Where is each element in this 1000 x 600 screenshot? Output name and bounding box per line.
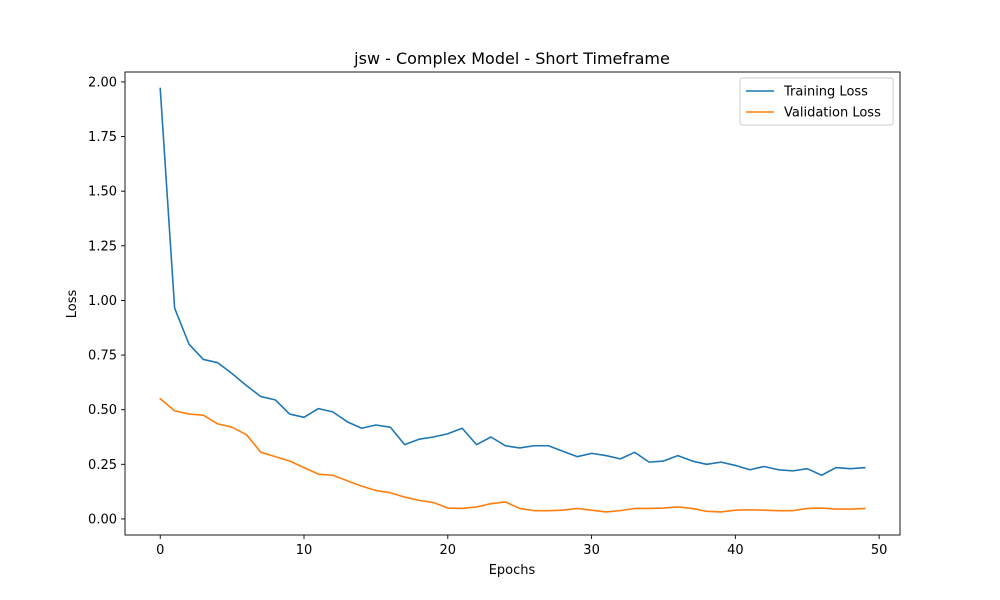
x-tick-label: 20: [440, 543, 457, 558]
y-tick-label: 0.50: [88, 403, 117, 418]
series-line-2: [159, 397, 866, 513]
y-tick-label: 2.00: [88, 75, 117, 90]
x-tick-label: 50: [871, 543, 888, 558]
y-tick-label: 1.75: [88, 130, 117, 145]
y-tick-label: 1.25: [88, 239, 117, 254]
x-tick-label: 0: [156, 543, 164, 558]
x-axis-label: Epochs: [489, 563, 536, 578]
y-tick-label: 0.75: [88, 349, 117, 364]
legend-label-2: Validation Loss: [784, 106, 881, 121]
y-tick-label: 1.50: [88, 185, 117, 200]
y-axis-label: Loss: [65, 290, 80, 319]
legend-label-1: Training Loss: [783, 85, 868, 100]
legend: Training Loss Validation Loss: [739, 77, 894, 126]
series-line-1: [159, 87, 866, 477]
y-tick-label: 0.25: [88, 458, 117, 473]
y-tick-label: 1.00: [88, 294, 117, 309]
legend-box: [739, 77, 894, 126]
chart-title: jsw - Complex Model - Short Timeframe: [353, 49, 670, 68]
y-tick-label: 0.00: [88, 512, 117, 527]
x-tick-label: 10: [296, 543, 313, 558]
plot-area: 0 10 20 30 40 50 0.00 0.25 0.50 0.75 1.00 1.25 1.50 1…: [88, 71, 901, 558]
x-tick-label: 40: [727, 543, 744, 558]
x-tick-label: 30: [583, 543, 600, 558]
axes-frame: [124, 71, 901, 536]
